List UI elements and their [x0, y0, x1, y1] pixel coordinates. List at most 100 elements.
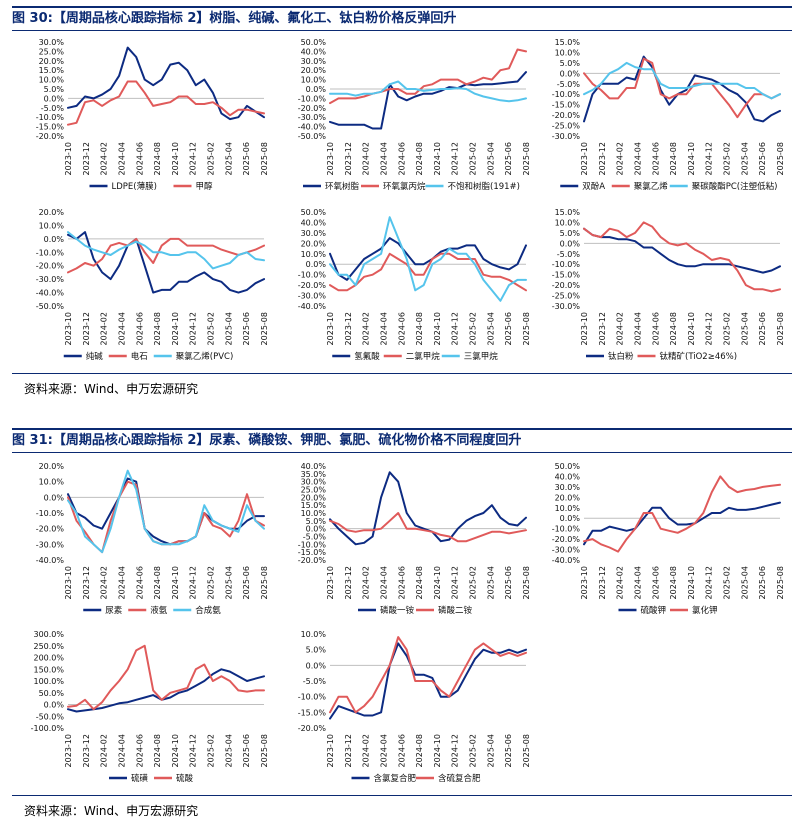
x-tick-label: 2024-12 — [451, 566, 460, 599]
y-tick-label: -50.0% — [298, 132, 327, 141]
x-tick-label: 2025-08 — [776, 566, 785, 599]
x-tick-label: 2025-06 — [242, 142, 251, 175]
y-tick-label: -20.0% — [298, 556, 327, 565]
legend-label: 含硫复合肥 — [438, 773, 481, 784]
x-tick-label: 2025-02 — [207, 566, 216, 599]
x-tick-label: 2025-04 — [486, 142, 495, 175]
x-tick-label: 2024-12 — [705, 142, 714, 175]
series-line-1 — [329, 471, 527, 546]
chart-soda-ash: 20.0% 10.0% 0.0% -10.0% -20.0% -30.0% -40.0% -5… — [36, 208, 269, 362]
y-tick-label: -15.0% — [298, 548, 327, 557]
x-tick-label: 2024-10 — [171, 142, 180, 175]
legend-label: 磷酸一铵 — [380, 605, 415, 616]
x-tick-label: 2024-08 — [153, 566, 162, 599]
x-tick-label: 2024-06 — [397, 734, 406, 767]
x-tick-label: 2023-12 — [598, 566, 607, 599]
x-tick-label: 2025-04 — [740, 142, 749, 175]
y-tick-label: 0.0% — [560, 239, 581, 248]
y-tick-label: -10.0% — [298, 94, 327, 103]
x-tick-label: 2024-02 — [362, 142, 371, 175]
x-tick-label: 2024-08 — [669, 566, 678, 599]
x-tick-label: 2025-06 — [758, 142, 767, 175]
y-tick-label: -5.0% — [557, 80, 581, 89]
x-tick-label: 2025-02 — [207, 734, 216, 767]
series-line-1 — [67, 231, 265, 294]
x-tick-label: 2025-08 — [260, 312, 269, 345]
x-tick-label: 2023-12 — [82, 312, 91, 345]
y-tick-label: 20.0% — [301, 493, 327, 502]
legend-label: 合成氨 — [195, 605, 221, 616]
y-tick-label: -30.0% — [298, 113, 327, 122]
x-tick-label: 2025-04 — [224, 312, 233, 345]
x-tick-label: 2024-06 — [397, 312, 406, 345]
x-tick-label: 2024-10 — [171, 566, 180, 599]
series-line-2 — [67, 237, 265, 274]
legend-label: 氢氟酸 — [354, 351, 380, 362]
y-tick-label: -10.0% — [552, 260, 581, 269]
series-line-3 — [329, 216, 527, 302]
y-tick-label: -30.0% — [298, 292, 327, 301]
legend-label: 液氨 — [150, 605, 168, 616]
chart-fluoride: 50.0%40.0% 30.0%20.0% 10.0%0.0% -10.0%-20.0… — [298, 208, 531, 362]
y-tick-label: 30.0% — [301, 229, 327, 238]
x-tick-label: 2023-12 — [82, 566, 91, 599]
y-tick-label: 20.0% — [301, 66, 327, 75]
x-tick-label: 2024-12 — [189, 142, 198, 175]
y-tick-label: 5.0% — [306, 646, 327, 655]
x-tick-label: 2024-12 — [451, 312, 460, 345]
y-tick-label: -20.0% — [552, 111, 581, 120]
y-tick-label: 50.0% — [39, 689, 65, 698]
y-tick-label: 10.0% — [301, 509, 327, 518]
series-line-1 — [67, 46, 265, 121]
y-tick-label: -40.0% — [552, 556, 581, 565]
x-tick-label: 2025-08 — [260, 566, 269, 599]
series-line-2 — [67, 644, 265, 711]
y-tick-label: 10.0% — [39, 221, 65, 230]
x-tick-label: 2024-10 — [171, 734, 180, 767]
y-tick-label: 200.0% — [33, 654, 64, 663]
legend-label: 二氯甲烷 — [406, 351, 441, 362]
x-tick-label: 2024-08 — [153, 312, 162, 345]
y-tick-label: -30.0% — [36, 540, 65, 549]
y-tick-label: 50.0% — [555, 462, 581, 471]
series-line-3 — [329, 80, 527, 103]
x-tick-label: 2024-06 — [135, 566, 144, 599]
x-tick-label: 2024-12 — [705, 312, 714, 345]
series-line-1 — [67, 668, 265, 713]
series-line-3 — [583, 61, 781, 100]
fig31-title-rule — [12, 452, 792, 453]
series-line-2 — [329, 512, 527, 543]
x-tick-label: 2023-10 — [326, 734, 335, 767]
x-tick-label: 2025-02 — [469, 312, 478, 345]
y-tick-label: 10.0% — [555, 218, 581, 227]
x-tick-label: 2025-04 — [224, 734, 233, 767]
x-tick-label: 2025-08 — [776, 142, 785, 175]
x-tick-label: 2024-06 — [651, 312, 660, 345]
x-tick-label: 2025-02 — [469, 142, 478, 175]
x-tick-label: 2024-06 — [135, 312, 144, 345]
x-tick-label: 2025-08 — [776, 312, 785, 345]
x-tick-label: 2024-04 — [633, 142, 642, 175]
y-tick-label: -20.0% — [552, 535, 581, 544]
y-tick-label: -10.0% — [36, 113, 65, 122]
y-tick-label: 0.0% — [306, 661, 327, 670]
y-tick-label: 0.0% — [306, 525, 327, 534]
fig30-top-rule — [12, 6, 792, 8]
y-tick-label: 0.0% — [306, 260, 327, 269]
x-tick-label: 2024-12 — [451, 734, 460, 767]
series-line-2 — [67, 80, 265, 126]
x-tick-label: 2023-12 — [598, 142, 607, 175]
series-line-2 — [329, 636, 527, 714]
chart-bpa-pvc-pc: 15.0%10.0% 5.0%0.0% -5.0%-10.0% -15.0%-20.0… — [552, 38, 785, 192]
x-tick-label: 2023-10 — [64, 312, 73, 345]
fig31-top-rule — [12, 428, 792, 430]
x-tick-label: 2024-10 — [687, 312, 696, 345]
x-tick-label: 2023-10 — [580, 142, 589, 175]
x-tick-label: 2025-02 — [207, 312, 216, 345]
legend-label: 不饱和树脂(191#) — [448, 181, 520, 192]
y-tick-label: -20.0% — [298, 104, 327, 113]
chart-titanium: 15.0%10.0% 5.0%0.0% -5.0%-10.0% -15.0%-20.0… — [552, 208, 785, 362]
x-tick-label: 2024-02 — [100, 734, 109, 767]
x-tick-label: 2024-12 — [189, 312, 198, 345]
fig31-title: 图 31:【周期品核心跟踪指标 2】尿素、磷酸铵、钾肥、氯肥、硫化物价格不同程度… — [12, 433, 522, 448]
